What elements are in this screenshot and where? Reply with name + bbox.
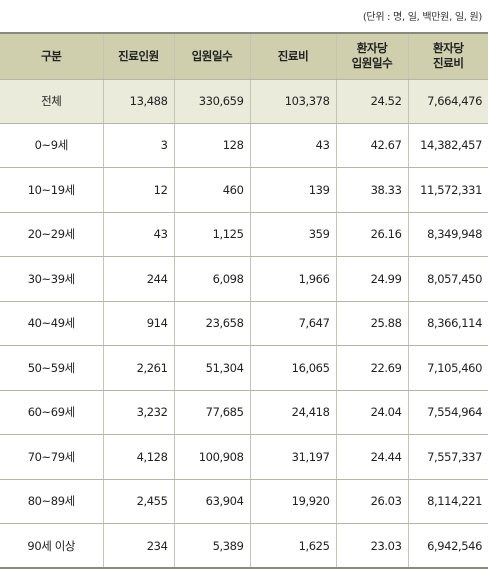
row-category-cell: 0~9세 (0, 123, 103, 168)
table-cell: 460 (173, 167, 250, 213)
row-category-cell: 10~19세 (0, 167, 103, 213)
table-cell: 26.16 (335, 212, 408, 257)
table-cell: 63,904 (173, 479, 250, 524)
table-cell: 244 (102, 256, 174, 302)
table-cell: 24.04 (335, 390, 408, 435)
table-cell: 100,908 (173, 434, 250, 480)
row-category-cell: 50~59세 (0, 345, 103, 391)
table-cell: 7,647 (249, 301, 336, 346)
table-cell: 103,378 (249, 79, 336, 124)
table-cell: 12 (102, 167, 174, 213)
table-cell: 23.03 (335, 523, 408, 569)
table-row: 10~19세 12 460 139 38.33 11,572,331 (0, 167, 488, 213)
header-category: 구분 (0, 33, 103, 80)
table-cell: 23,658 (173, 301, 250, 346)
table-row: 40~49세 914 23,658 7,647 25.88 8,366,114 (0, 301, 488, 346)
table-cell: 51,304 (173, 345, 250, 391)
header-row: 구분 진료인원 입원일수 진료비 환자당 입원일수 환자당 진료비 (0, 33, 488, 80)
table-row: 30~39세 244 6,098 1,966 24.99 8,057,450 (0, 256, 488, 302)
table-cell: 77,685 (173, 390, 250, 435)
table-cell: 24.52 (335, 79, 408, 124)
table-cell: 2,261 (102, 345, 174, 391)
table-row: 50~59세 2,261 51,304 16,065 22.69 7,105,460 (0, 345, 488, 391)
table-cell: 7,664,476 (407, 79, 488, 124)
table-cell: 14,382,457 (407, 123, 488, 168)
table-cell: 6,098 (173, 256, 250, 302)
row-category-cell: 전체 (0, 79, 103, 124)
header-inpatient-days: 입원일수 (173, 33, 250, 80)
row-category-cell: 20~29세 (0, 212, 103, 257)
table-cell: 8,349,948 (407, 212, 488, 257)
table-row: 20~29세 43 1,125 359 26.16 8,349,948 (0, 212, 488, 257)
table-cell: 1,625 (249, 523, 336, 569)
table-cell: 24.99 (335, 256, 408, 302)
table-cell: 914 (102, 301, 174, 346)
table-cell: 31,197 (249, 434, 336, 480)
table-row: 70~79세 4,128 100,908 31,197 24.44 7,557,337 (0, 434, 488, 480)
table-cell: 38.33 (335, 167, 408, 213)
table-cell: 43 (102, 212, 174, 257)
header-patients: 진료인원 (102, 33, 174, 80)
table-cell: 359 (249, 212, 336, 257)
table-cell: 139 (249, 167, 336, 213)
table-cell: 24,418 (249, 390, 336, 435)
table-cell: 13,488 (102, 79, 174, 124)
table-cell: 128 (173, 123, 250, 168)
table-cell: 6,942,546 (407, 523, 488, 569)
table-cell: 26.03 (335, 479, 408, 524)
row-category-cell: 70~79세 (0, 434, 103, 480)
table-cell: 8,114,221 (407, 479, 488, 524)
header-cost-per-patient: 환자당 진료비 (407, 33, 488, 80)
table-cell: 234 (102, 523, 174, 569)
total-row: 전체 13,488 330,659 103,378 24.52 7,664,476 (0, 79, 488, 124)
table-cell: 330,659 (173, 79, 250, 124)
table-cell: 19,920 (249, 479, 336, 524)
row-category-cell: 80~89세 (0, 479, 103, 524)
statistics-table: 구분 진료인원 입원일수 진료비 환자당 입원일수 환자당 진료비 전체 13,488… (0, 32, 488, 569)
table-cell: 8,366,114 (407, 301, 488, 346)
table-cell: 5,389 (173, 523, 250, 569)
table-cell: 11,572,331 (407, 167, 488, 213)
table-cell: 7,557,337 (407, 434, 488, 480)
table-cell: 25.88 (335, 301, 408, 346)
table-cell: 1,966 (249, 256, 336, 302)
row-category-cell: 60~69세 (0, 390, 103, 435)
table-row: 90세 이상 234 5,389 1,625 23.03 6,942,546 (0, 523, 488, 569)
table-header: 구분 진료인원 입원일수 진료비 환자당 입원일수 환자당 진료비 (0, 33, 488, 80)
table-cell: 42.67 (335, 123, 408, 168)
table-cell: 16,065 (249, 345, 336, 391)
table-cell: 24.44 (335, 434, 408, 480)
table-row: 60~69세 3,232 77,685 24,418 24.04 7,554,964 (0, 390, 488, 435)
table-cell: 3,232 (102, 390, 174, 435)
table-body: 전체 13,488 330,659 103,378 24.52 7,664,476 0~9세… (0, 79, 488, 569)
table-row: 80~89세 2,455 63,904 19,920 26.03 8,114,221 (0, 479, 488, 524)
row-category-cell: 40~49세 (0, 301, 103, 346)
table-cell: 7,105,460 (407, 345, 488, 391)
table-row: 0~9세 3 128 43 42.67 14,382,457 (0, 123, 488, 168)
table-cell: 8,057,450 (407, 256, 488, 302)
table-cell: 3 (102, 123, 174, 168)
table-cell: 1,125 (173, 212, 250, 257)
table-cell: 22.69 (335, 345, 408, 391)
header-medical-cost: 진료비 (249, 33, 336, 80)
table-cell: 43 (249, 123, 336, 168)
row-category-cell: 30~39세 (0, 256, 103, 302)
unit-note: (단위 : 명, 일, 백만원, 일, 원) (362, 12, 482, 23)
table-cell: 2,455 (102, 479, 174, 524)
table-cell: 7,554,964 (407, 390, 488, 435)
table-cell: 4,128 (102, 434, 174, 480)
row-category-cell: 90세 이상 (0, 523, 103, 569)
header-days-per-patient: 환자당 입원일수 (335, 33, 408, 80)
